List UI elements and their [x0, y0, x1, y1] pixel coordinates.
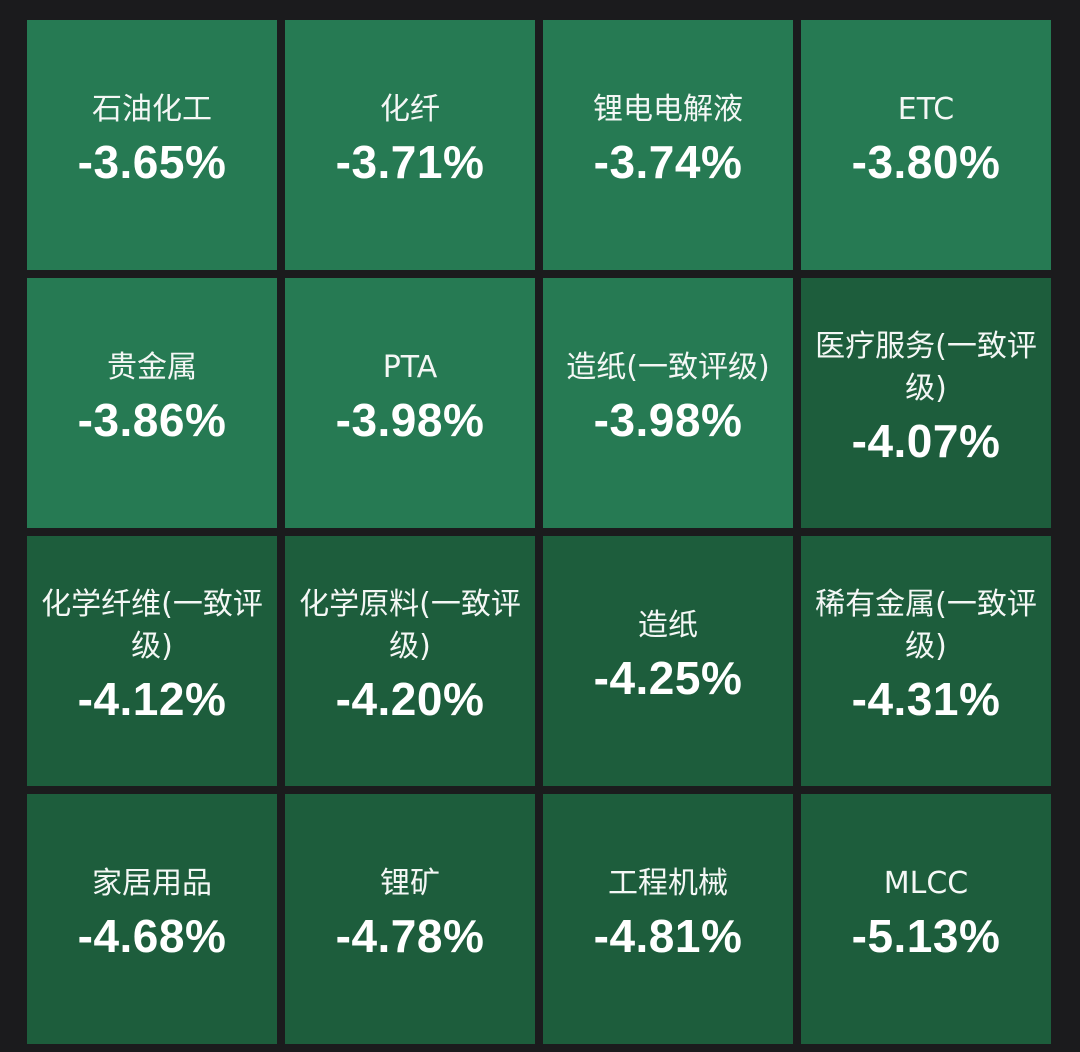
sector-name: 化学纤维(一致评级) — [41, 587, 263, 664]
sector-change-percent: -4.12% — [77, 673, 227, 725]
sector-change-percent: -3.80% — [851, 136, 1001, 188]
sector-name: 石油化工 — [92, 92, 212, 127]
sector-name: 稀有金属(一致评级) — [815, 587, 1037, 664]
sector-change-percent: -4.81% — [593, 910, 743, 962]
sector-change-percent: -3.74% — [593, 136, 743, 188]
sector-name: PTA — [382, 350, 438, 385]
sector-tile[interactable]: MLCC -5.13% — [801, 794, 1051, 1044]
sector-change-percent: -4.31% — [851, 673, 1001, 725]
sector-name: 家居用品 — [92, 866, 212, 901]
sector-name: 化学原料(一致评级) — [299, 587, 521, 664]
sector-tile[interactable]: 化纤 -3.71% — [285, 20, 535, 270]
sector-change-percent: -3.98% — [593, 394, 743, 446]
sector-tile[interactable]: 家居用品 -4.68% — [27, 794, 277, 1044]
sector-tile[interactable]: ETC -3.80% — [801, 20, 1051, 270]
sector-name: 医疗服务(一致评级) — [815, 329, 1037, 406]
sector-name: 造纸(一致评级) — [566, 350, 770, 385]
sector-tile[interactable]: 工程机械 -4.81% — [543, 794, 793, 1044]
sector-tile[interactable]: 造纸(一致评级) -3.98% — [543, 278, 793, 528]
sector-change-percent: -3.98% — [335, 394, 485, 446]
sector-name: 造纸 — [638, 608, 698, 643]
sector-name: 工程机械 — [608, 866, 728, 901]
sector-tile[interactable]: 锂电电解液 -3.74% — [543, 20, 793, 270]
sector-change-percent: -4.07% — [851, 415, 1001, 467]
sector-tile[interactable]: 化学原料(一致评级) -4.20% — [285, 536, 535, 786]
sector-name: 化纤 — [380, 92, 440, 127]
sector-tile[interactable]: 造纸 -4.25% — [543, 536, 793, 786]
sector-change-percent: -4.20% — [335, 673, 485, 725]
sector-tile[interactable]: 化学纤维(一致评级) -4.12% — [27, 536, 277, 786]
sector-change-percent: -3.65% — [77, 136, 227, 188]
sector-name: MLCC — [883, 866, 969, 901]
sector-name: ETC — [897, 92, 955, 127]
sector-change-percent: -4.25% — [593, 652, 743, 704]
sector-tile[interactable]: 石油化工 -3.65% — [27, 20, 277, 270]
sector-tile[interactable]: 稀有金属(一致评级) -4.31% — [801, 536, 1051, 786]
sector-name: 锂电电解液 — [593, 92, 743, 127]
sector-name: 锂矿 — [380, 866, 440, 901]
sector-change-percent: -4.68% — [77, 910, 227, 962]
sector-tile[interactable]: 医疗服务(一致评级) -4.07% — [801, 278, 1051, 528]
sector-change-percent: -5.13% — [851, 910, 1001, 962]
sector-tile[interactable]: 贵金属 -3.86% — [27, 278, 277, 528]
sector-change-percent: -4.78% — [335, 910, 485, 962]
sector-name: 贵金属 — [107, 350, 197, 385]
sector-heatmap-grid: 石油化工 -3.65% 化纤 -3.71% 锂电电解液 -3.74% ETC -… — [27, 20, 1051, 1044]
sector-change-percent: -3.86% — [77, 394, 227, 446]
sector-change-percent: -3.71% — [335, 136, 485, 188]
sector-tile[interactable]: PTA -3.98% — [285, 278, 535, 528]
sector-tile[interactable]: 锂矿 -4.78% — [285, 794, 535, 1044]
